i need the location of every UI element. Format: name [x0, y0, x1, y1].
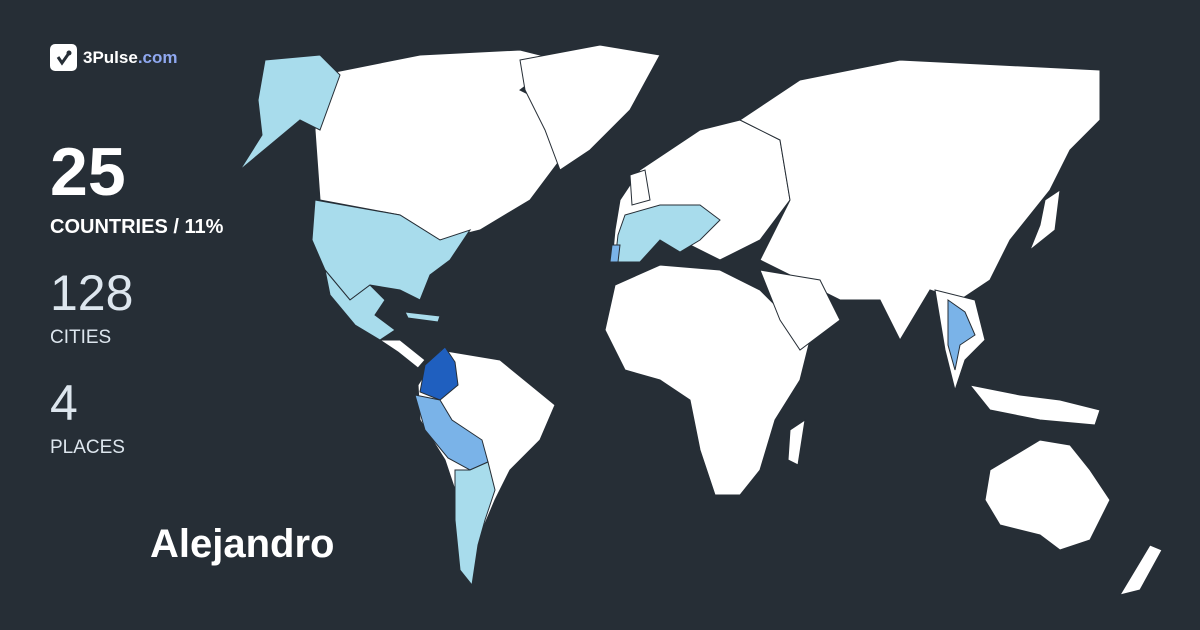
- mexico: [324, 269, 396, 341]
- madagascar: [787, 418, 806, 466]
- brand-logo[interactable]: 3Pulse.com: [50, 44, 178, 71]
- portugal: [609, 244, 621, 263]
- japan: [1028, 188, 1061, 252]
- cuba: [404, 311, 441, 323]
- cities-label: CITIES: [50, 327, 112, 348]
- visited-europe: [614, 204, 721, 263]
- new-zealand: [1118, 544, 1163, 596]
- brand-domain: .com: [137, 47, 178, 67]
- user-name: Alejandro: [150, 522, 335, 566]
- colombia: [419, 346, 459, 401]
- australia: [984, 439, 1111, 551]
- pulse-check-icon: [50, 44, 77, 71]
- indonesia: [968, 384, 1101, 426]
- thailand-cambodia: [947, 299, 976, 371]
- brand-name: 3Pulse: [83, 47, 138, 67]
- arabia: [759, 269, 841, 351]
- places-count: 4: [50, 375, 78, 431]
- alaska: [239, 54, 341, 171]
- argentina-chile: [454, 461, 496, 587]
- africa: [604, 264, 811, 496]
- countries-label: COUNTRIES / 11%: [50, 216, 224, 238]
- central-america: [378, 339, 426, 369]
- countries-count: 25: [50, 134, 126, 210]
- places-label: PLACES: [50, 437, 125, 458]
- greenland: [519, 44, 661, 171]
- cities-count: 128: [50, 265, 134, 321]
- asia: [739, 59, 1101, 342]
- uk: [629, 169, 651, 206]
